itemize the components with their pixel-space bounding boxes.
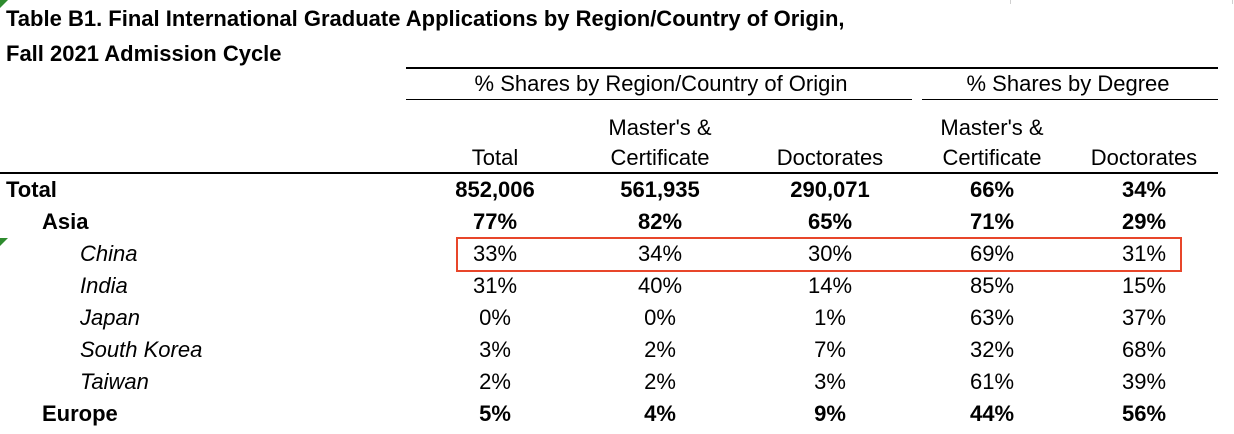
cell-degree-doctorates: 68% (1121, 337, 1167, 362)
row-label: Japan (80, 305, 140, 330)
column-header-doctorates: Doctorates (776, 145, 884, 170)
cell-degree-masters: 44% (969, 401, 1015, 426)
column-header-total: Total (471, 145, 519, 170)
cell-total: 77% (472, 209, 518, 234)
table-row: Total 852,006 561,935 290,071 66% 34% (0, 174, 1234, 206)
row-label: South Korea (80, 337, 203, 362)
table-row: Europe 5% 4% 9% 44% 56% (0, 398, 1234, 430)
cell-degree-masters: 66% (969, 177, 1015, 202)
table-title: Table B1. Final International Graduate A… (6, 6, 845, 31)
column-header-masters-line1: Master's & (608, 115, 712, 140)
cell-doctorates: 3% (814, 369, 846, 394)
group-header-top-rule (406, 67, 916, 69)
row-label: Total (6, 177, 57, 202)
table-row: Taiwan 2% 2% 3% 61% 39% (0, 366, 1234, 398)
cell-doctorates: 14% (807, 273, 853, 298)
column-header-degree-doctorates: Doctorates (1090, 145, 1198, 170)
row-label: China (80, 241, 138, 266)
cell-comment-marker[interactable] (0, 238, 8, 246)
cell-total: 31% (472, 273, 518, 298)
table-row: China 33% 34% 30% 69% 31% (0, 238, 1234, 270)
cell-degree-doctorates: 39% (1121, 369, 1167, 394)
cell-degree-masters: 71% (969, 209, 1015, 234)
group-header-top-rule (916, 67, 1218, 69)
table-row: South Korea 3% 2% 7% 32% 68% (0, 334, 1234, 366)
cell-total: 5% (479, 401, 511, 426)
cell-masters: 34% (637, 241, 683, 266)
table-row: India 31% 40% 14% 85% 15% (0, 270, 1234, 302)
cell-doctorates: 65% (807, 209, 853, 234)
cell-masters: 2% (644, 337, 676, 362)
cell-total: 3% (479, 337, 511, 362)
group-header-underline-degree (922, 99, 1218, 100)
cell-degree-doctorates: 37% (1121, 305, 1167, 330)
grid-line (1010, 0, 1011, 4)
cell-masters: 561,935 (620, 177, 700, 202)
table-row: Asia 77% 82% 65% 71% 29% (0, 206, 1234, 238)
cell-total: 852,006 (455, 177, 535, 202)
cell-masters: 40% (637, 273, 683, 298)
row-label: India (80, 273, 128, 298)
group-header-degree: % Shares by Degree (966, 71, 1170, 96)
cell-total: 0% (479, 305, 511, 330)
cell-degree-doctorates: 31% (1121, 241, 1167, 266)
column-header-masters-line2: Certificate (610, 145, 710, 170)
cell-degree-masters: 32% (969, 337, 1015, 362)
cell-masters: 0% (644, 305, 676, 330)
column-header-degree-masters-line1: Master's & (940, 115, 1044, 140)
cell-doctorates: 30% (807, 241, 853, 266)
cell-degree-doctorates: 29% (1121, 209, 1167, 234)
cell-total: 2% (479, 369, 511, 394)
cell-degree-masters: 63% (969, 305, 1015, 330)
cell-degree-masters: 69% (969, 241, 1015, 266)
cell-masters: 4% (644, 401, 676, 426)
cell-degree-masters: 85% (969, 273, 1015, 298)
row-label: Europe (42, 401, 118, 426)
group-header-region: % Shares by Region/Country of Origin (474, 71, 848, 96)
cell-doctorates: 290,071 (790, 177, 870, 202)
cell-doctorates: 9% (814, 401, 846, 426)
row-label: Taiwan (80, 369, 149, 394)
cell-doctorates: 1% (814, 305, 846, 330)
cell-masters: 2% (644, 369, 676, 394)
cell-masters: 82% (637, 209, 683, 234)
cell-degree-doctorates: 56% (1121, 401, 1167, 426)
cell-total: 33% (472, 241, 518, 266)
column-header-degree-masters-line2: Certificate (942, 145, 1042, 170)
grid-line (1232, 0, 1233, 4)
cell-doctorates: 7% (814, 337, 846, 362)
row-label: Asia (42, 209, 89, 234)
cell-degree-masters: 61% (969, 369, 1015, 394)
cell-degree-doctorates: 15% (1121, 273, 1167, 298)
group-header-underline-region (406, 99, 912, 100)
cell-degree-doctorates: 34% (1121, 177, 1167, 202)
table-subtitle: Fall 2021 Admission Cycle (6, 41, 282, 66)
table-row: Japan 0% 0% 1% 63% 37% (0, 302, 1234, 334)
highlight-box (456, 237, 1182, 272)
header-bottom-rule (0, 172, 1218, 174)
cell-comment-marker[interactable] (0, 0, 8, 8)
